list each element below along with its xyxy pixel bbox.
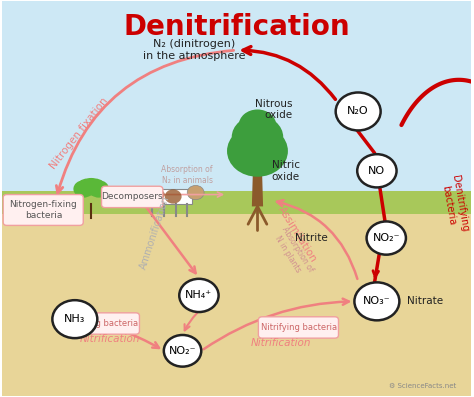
Circle shape [165,189,182,204]
Text: Nitrifying bacteria: Nitrifying bacteria [261,323,337,332]
Text: Nitrification: Nitrification [251,338,311,348]
Text: Nitric
oxide: Nitric oxide [272,160,300,181]
Circle shape [52,300,97,338]
Polygon shape [252,175,263,206]
Text: N₂ (dinitrogen)
in the atmosphere: N₂ (dinitrogen) in the atmosphere [143,39,246,61]
Circle shape [179,279,219,312]
Circle shape [187,185,204,200]
Circle shape [89,180,109,198]
Polygon shape [2,1,471,191]
FancyBboxPatch shape [101,186,163,208]
Text: NO₂⁻: NO₂⁻ [169,346,196,356]
Circle shape [227,125,288,177]
Circle shape [366,222,406,255]
Circle shape [164,335,201,367]
Text: Nitrite: Nitrite [295,233,328,243]
Text: NO₂⁻: NO₂⁻ [373,233,400,243]
Text: NO₃⁻: NO₃⁻ [363,296,391,306]
FancyBboxPatch shape [59,313,139,334]
Text: NH₃: NH₃ [64,314,85,324]
Text: Absorption of
N₂ in animals: Absorption of N₂ in animals [162,165,213,185]
Text: N₂O: N₂O [347,106,369,116]
Text: Nitrate: Nitrate [407,296,444,306]
Circle shape [154,190,165,199]
Text: Assimilation: Assimilation [276,204,319,264]
Circle shape [85,179,106,196]
Text: Ammonification: Ammonification [138,194,171,270]
Text: Denitrifying
bacteria: Denitrifying bacteria [438,174,470,235]
Text: Absorption of
N in plants: Absorption of N in plants [271,225,314,279]
Text: Nitrifying bacteria: Nitrifying bacteria [62,319,138,328]
Text: Nitrous
oxide: Nitrous oxide [255,99,292,120]
Circle shape [355,282,400,320]
Text: NO: NO [368,166,385,176]
Text: Nitrogen-fixing
bacteria: Nitrogen-fixing bacteria [9,200,77,220]
Circle shape [239,110,276,141]
Text: Decomposers: Decomposers [101,193,163,201]
Text: ⚙ ScienceFacts.net: ⚙ ScienceFacts.net [389,382,456,388]
FancyBboxPatch shape [3,195,83,225]
Polygon shape [2,214,471,396]
Text: Denitrification: Denitrification [123,13,350,40]
Text: Nitrification: Nitrification [80,334,140,344]
Text: NH₄⁺: NH₄⁺ [185,291,212,301]
FancyBboxPatch shape [258,317,338,338]
Circle shape [77,179,98,196]
Circle shape [73,180,94,198]
Circle shape [81,178,101,195]
Circle shape [357,154,397,187]
Polygon shape [2,191,471,214]
Text: Nitrogen fixation: Nitrogen fixation [49,96,110,171]
Polygon shape [145,189,192,204]
Circle shape [232,116,283,159]
Circle shape [336,93,381,131]
